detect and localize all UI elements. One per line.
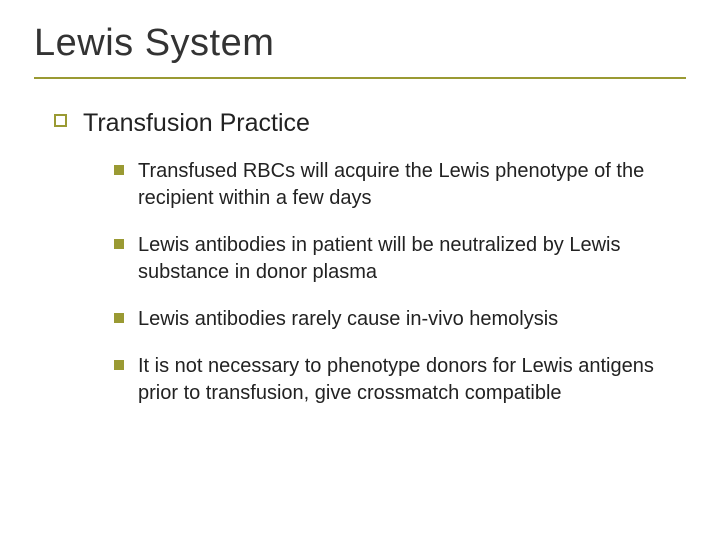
list-item: Lewis antibodies rarely cause in-vivo he… <box>114 306 686 333</box>
slide-title: Lewis System <box>34 22 686 75</box>
list-item-text: Lewis antibodies in patient will be neut… <box>138 232 686 286</box>
slide-content: Transfusion Practice Transfused RBCs wil… <box>34 107 686 407</box>
bullet-list: Transfused RBCs will acquire the Lewis p… <box>114 158 686 407</box>
slide: Lewis System Transfusion Practice Transf… <box>0 0 720 540</box>
open-square-bullet-icon <box>54 114 67 127</box>
list-item: It is not necessary to phenotype donors … <box>114 353 686 407</box>
subheading-text: Transfusion Practice <box>83 107 310 140</box>
filled-square-bullet-icon <box>114 360 124 370</box>
filled-square-bullet-icon <box>114 239 124 249</box>
subheading-row: Transfusion Practice <box>54 107 686 140</box>
list-item-text: Transfused RBCs will acquire the Lewis p… <box>138 158 686 212</box>
list-item-text: It is not necessary to phenotype donors … <box>138 353 686 407</box>
list-item-text: Lewis antibodies rarely cause in-vivo he… <box>138 306 558 333</box>
list-item: Transfused RBCs will acquire the Lewis p… <box>114 158 686 212</box>
filled-square-bullet-icon <box>114 313 124 323</box>
title-underline <box>34 77 686 79</box>
filled-square-bullet-icon <box>114 165 124 175</box>
list-item: Lewis antibodies in patient will be neut… <box>114 232 686 286</box>
